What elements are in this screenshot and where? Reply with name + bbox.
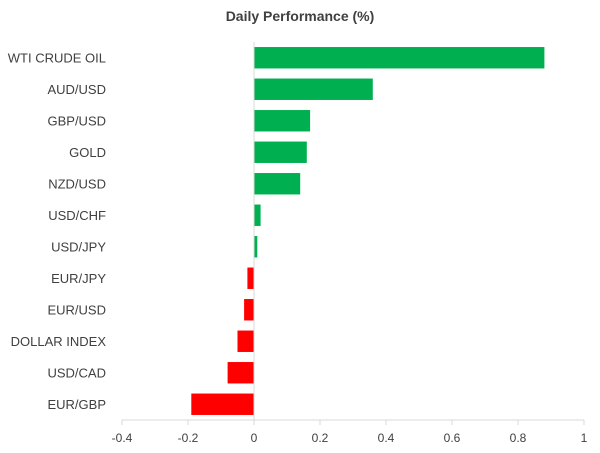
bar-gold	[254, 141, 307, 163]
bar-wti-crude-oil	[254, 47, 545, 69]
bar-gbp-usd	[254, 110, 311, 132]
bar-eur-usd	[244, 299, 254, 321]
category-label: GOLD	[69, 145, 106, 160]
category-label: NZD/USD	[48, 176, 106, 191]
chart-title: Daily Performance (%)	[225, 8, 375, 24]
category-label: EUR/GBP	[47, 397, 106, 412]
bar-usd-jpy	[254, 236, 258, 258]
category-label: AUD/USD	[47, 82, 106, 97]
category-label: GBP/USD	[47, 113, 106, 128]
category-label: EUR/JPY	[51, 271, 106, 286]
x-tick-label: -0.2	[178, 431, 199, 445]
x-tick-label: 0.6	[444, 431, 461, 445]
category-label: USD/CAD	[47, 365, 106, 380]
labels-layer: WTI CRUDE OIL AUD/USD GBP/USD GOLD NZD/USD US…	[8, 50, 588, 445]
x-tick-label: -0.4	[112, 431, 133, 445]
bar-nzd-usd	[254, 173, 301, 195]
category-label: DOLLAR INDEX	[11, 334, 107, 349]
axis-layer	[121, 42, 585, 425]
bar-usd-chf	[254, 204, 261, 226]
category-label: EUR/USD	[47, 302, 106, 317]
category-label: USD/CHF	[48, 208, 106, 223]
bar-eur-jpy	[247, 267, 254, 289]
x-tick-label: 1	[581, 431, 588, 445]
category-label: USD/JPY	[51, 239, 106, 254]
bar-usd-cad	[227, 362, 254, 384]
x-tick-label: 0.4	[378, 431, 395, 445]
bar-eur-gbp	[191, 393, 254, 415]
bar-dollar-index	[237, 330, 254, 352]
category-label: WTI CRUDE OIL	[8, 50, 106, 65]
x-tick-label: 0	[251, 431, 258, 445]
bars-layer	[191, 47, 545, 415]
x-tick-label: 0.2	[312, 431, 329, 445]
x-tick-label: 0.8	[510, 431, 527, 445]
bar-aud-usd	[254, 78, 373, 100]
